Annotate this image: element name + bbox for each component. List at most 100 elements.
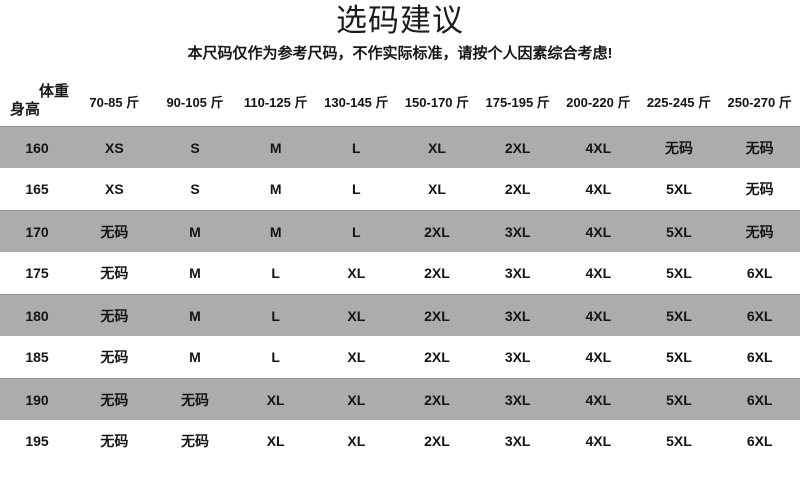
table-row: 175 无码 M L XL 2XL 3XL 4XL 5XL 6XL [0, 252, 800, 294]
page-subtitle: 本尺码仅作为参考尺码，不作实际标准，请按个人因素综合考虑! [187, 45, 613, 62]
height-cell: 170 [25, 223, 49, 240]
size-cell: 无码 [100, 349, 129, 365]
size-cell: M [269, 223, 282, 240]
weight-column-header: 90-105 斤 [166, 94, 224, 110]
size-cell: 2XL [504, 181, 531, 197]
size-cell: L [352, 139, 361, 156]
weight-column-header: 175-195 斤 [485, 94, 550, 110]
size-cell: S [190, 181, 200, 197]
corner-weight-label: 体重 [38, 83, 69, 100]
height-cell: 160 [25, 139, 49, 156]
size-cell: 无码 [664, 139, 693, 156]
size-cell: 5XL [666, 265, 692, 281]
size-cell: XL [347, 265, 366, 281]
size-table: 体重 身高 70-85 斤 90-105 斤 110-125 斤 130-145 斤 1… [0, 76, 800, 462]
size-cell: 5XL [666, 307, 692, 324]
size-cell: 无码 [745, 139, 774, 156]
size-cell: 3XL [504, 433, 531, 449]
size-cell: M [269, 181, 282, 197]
table-row: 180 无码 M L XL 2XL 3XL 4XL 5XL 6XL [0, 294, 800, 336]
size-cell: 4XL [585, 307, 612, 324]
size-cell: 2XL [424, 433, 450, 449]
size-cell: 2XL [424, 223, 450, 240]
size-cell: 2XL [424, 307, 450, 324]
size-cell: 4XL [585, 391, 612, 408]
size-cell: L [271, 265, 280, 281]
weight-column-header: 200-220 斤 [566, 94, 631, 110]
size-cell: XL [347, 349, 366, 365]
size-cell: 无码 [100, 223, 129, 240]
size-cell: XL [266, 391, 285, 408]
size-cell: L [271, 349, 280, 365]
size-cell: 6XL [746, 349, 773, 365]
size-cell: M [189, 349, 201, 365]
size-cell: 4XL [585, 349, 612, 365]
height-cell: 175 [25, 265, 49, 281]
size-cell: 无码 [180, 433, 209, 449]
size-cell: 6XL [746, 391, 773, 408]
size-cell: L [271, 307, 280, 324]
size-cell: M [189, 307, 201, 324]
height-cell: 185 [25, 349, 49, 365]
size-cell: 2XL [424, 349, 450, 365]
size-cell: XL [266, 433, 285, 449]
corner-height-label: 身高 [10, 101, 41, 118]
weight-column-header: 110-125 斤 [243, 94, 308, 110]
size-cell: XL [347, 391, 366, 408]
size-cell: 5XL [666, 349, 692, 365]
size-cell: 3XL [504, 349, 531, 365]
weight-column-header: 250-270 斤 [727, 94, 792, 110]
size-cell: 5XL [666, 223, 692, 240]
size-cell: M [189, 223, 201, 240]
size-table-body: 160 XS S M L XL 2XL 4XL 无码 无码 165 XS S M L XL 2XL 4XL 5XL 无… [0, 126, 800, 462]
table-row: 160 XS S M L XL 2XL 4XL 无码 无码 [0, 126, 800, 168]
size-cell: XL [347, 307, 366, 324]
height-cell: 190 [25, 391, 49, 408]
size-cell: S [190, 139, 200, 156]
size-cell: XL [347, 433, 366, 449]
size-cell: 4XL [585, 181, 612, 197]
size-cell: 3XL [504, 265, 531, 281]
size-cell: 4XL [585, 139, 612, 156]
size-cell: 6XL [746, 307, 773, 324]
size-cell: L [352, 181, 361, 197]
size-cell: 2XL [424, 391, 450, 408]
size-cell: M [189, 265, 201, 281]
size-cell: 5XL [666, 433, 692, 449]
height-cell: 180 [25, 307, 49, 324]
size-cell: 4XL [585, 223, 612, 240]
size-cell: M [269, 139, 282, 156]
size-cell: 3XL [504, 223, 531, 240]
table-row: 165 XS S M L XL 2XL 4XL 5XL 无码 [0, 168, 800, 210]
size-cell: 2XL [504, 139, 531, 156]
size-cell: 3XL [504, 307, 531, 324]
size-cell: 6XL [746, 265, 773, 281]
weight-column-header: 225-245 斤 [646, 94, 712, 110]
size-cell: XL [428, 139, 446, 156]
size-cell: 5XL [666, 181, 692, 197]
weight-column-header: 130-145 斤 [324, 94, 389, 110]
height-cell: 195 [25, 433, 49, 449]
table-row: 190 无码 无码 XL XL 2XL 3XL 4XL 5XL 6XL [0, 378, 800, 420]
size-cell: XS [104, 181, 124, 197]
size-cell: 2XL [424, 265, 450, 281]
table-header-row: 体重 身高 70-85 斤 90-105 斤 110-125 斤 130-145 斤 1… [0, 76, 800, 126]
size-cell: L [352, 223, 361, 240]
size-cell: 无码 [100, 433, 129, 449]
size-cell: 无码 [100, 307, 129, 324]
corner-header-cell: 体重 身高 [0, 76, 74, 126]
size-cell: 4XL [585, 265, 612, 281]
size-cell: 4XL [585, 433, 612, 449]
table-row: 195 无码 无码 XL XL 2XL 3XL 4XL 5XL 6XL [0, 420, 800, 462]
size-cell: 无码 [100, 391, 129, 408]
size-cell: 5XL [666, 391, 692, 408]
height-cell: 165 [25, 181, 49, 197]
page-title: 选码建议 [336, 3, 464, 38]
size-cell: 无码 [180, 391, 209, 408]
size-cell: 无码 [745, 223, 774, 240]
size-cell: XS [104, 139, 124, 156]
weight-column-header: 70-85 斤 [89, 94, 140, 110]
table-row: 170 无码 M M L 2XL 3XL 4XL 5XL 无码 [0, 210, 800, 252]
size-cell: XL [428, 181, 446, 197]
